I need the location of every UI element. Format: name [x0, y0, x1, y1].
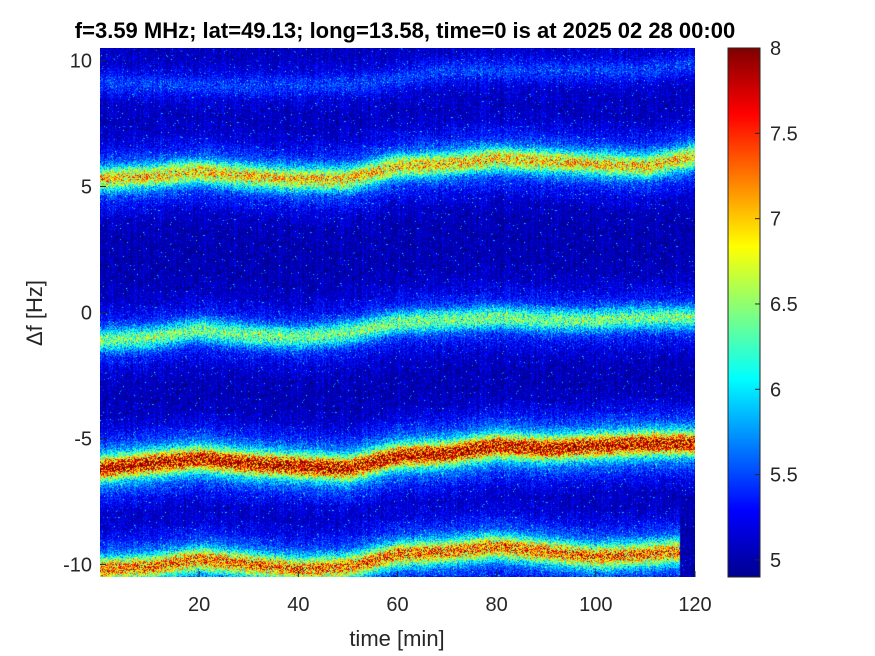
colorbar-tick-label: 7.5 — [770, 123, 798, 145]
x-axis: 20 40 60 80 100 120 — [188, 571, 712, 616]
y-tick-label: -10 — [63, 554, 92, 576]
y-tick-label: -5 — [74, 428, 92, 450]
x-tick-label: 100 — [579, 594, 612, 616]
x-tick-label: 60 — [386, 594, 408, 616]
colorbar-tick-label: 5.5 — [770, 465, 798, 487]
y-tick-label: 5 — [81, 177, 92, 199]
y-tick-label: 0 — [81, 303, 92, 325]
colorbar-gradient — [727, 47, 761, 578]
colorbar-tick-label: 7 — [770, 209, 781, 231]
colorbar-tick-label: 5 — [770, 550, 781, 572]
x-tick-label: 80 — [486, 594, 508, 616]
colorbar-ticks: 8 7.5 7 6.5 6 5.5 5 — [755, 38, 798, 572]
colorbar-tick-label: 8 — [770, 38, 781, 60]
colorbar: 8 7.5 7 6.5 6 5.5 5 — [727, 38, 798, 578]
plot-area — [100, 48, 695, 577]
x-tick-label: 20 — [188, 594, 210, 616]
colorbar-tick-label: 6.5 — [770, 294, 798, 316]
y-axis: 10 5 0 -5 -10 — [63, 51, 106, 576]
spectrogram-canvas-wrap — [100, 48, 695, 577]
x-tick-label: 40 — [287, 594, 309, 616]
x-axis-label: time [min] — [349, 626, 444, 651]
spectrogram-image — [100, 48, 695, 577]
y-axis-label: Δf [Hz] — [22, 280, 47, 346]
x-tick-label: 120 — [678, 594, 711, 616]
chart-title: f=3.59 MHz; lat=49.13; long=13.58, time=… — [75, 18, 735, 43]
colorbar-tick-label: 6 — [770, 379, 781, 401]
y-tick-label: 10 — [70, 51, 92, 73]
